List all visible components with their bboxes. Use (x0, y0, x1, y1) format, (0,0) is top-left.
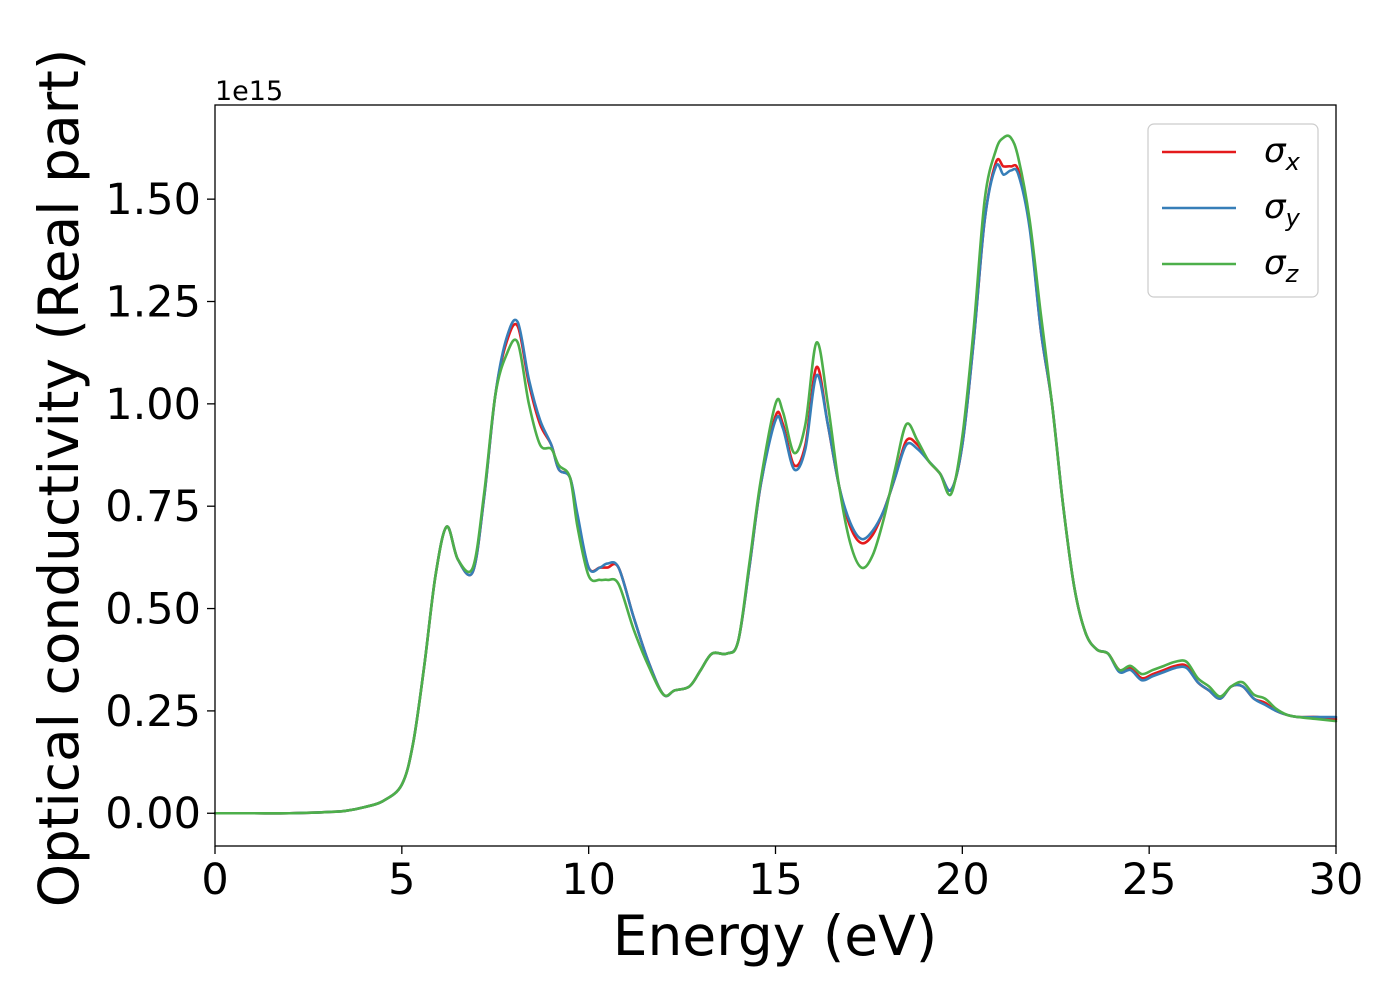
y-tick-label: 1.25 (105, 278, 201, 328)
x-tick-label: 10 (561, 855, 616, 905)
legend-label-2: σy (1264, 187, 1301, 232)
legend-box (1147, 123, 1319, 298)
y-tick-label: 1.00 (105, 380, 201, 430)
x-tick-label: 5 (388, 855, 415, 905)
plot-lines (213, 134, 1338, 815)
y-tick-label: 0.50 (105, 585, 201, 635)
y-tick-label: 0.25 (105, 687, 201, 737)
legend: σx σy σz (1147, 123, 1319, 298)
legend-label-1: σx (1264, 131, 1301, 176)
y-axis-ticks: 0.00 0.25 0.50 0.75 1.00 1.25 1.50 (105, 175, 215, 839)
y-offset-label: 1e15 (215, 76, 283, 107)
x-axis-ticks: 0 5 10 15 20 25 30 (201, 846, 1363, 905)
series-line-3 (213, 134, 1338, 815)
y-axis-title: Optical conductivity (Real part) (27, 49, 91, 908)
x-tick-label: 25 (1122, 855, 1177, 905)
x-tick-label: 15 (748, 855, 803, 905)
x-axis-title: Energy (eV) (613, 904, 937, 968)
y-tick-label: 0.75 (105, 482, 201, 532)
y-tick-label: 1.50 (105, 175, 201, 225)
legend-label-3: σz (1264, 243, 1300, 288)
x-tick-label: 20 (935, 855, 990, 905)
x-tick-label: 0 (201, 855, 228, 905)
x-tick-label: 30 (1309, 855, 1364, 905)
y-tick-label: 0.00 (105, 789, 201, 839)
